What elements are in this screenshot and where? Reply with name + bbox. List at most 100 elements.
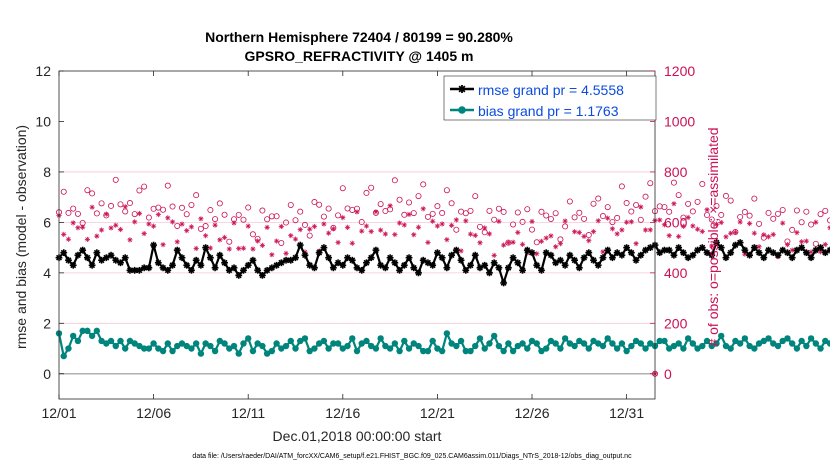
bias-point — [566, 340, 574, 347]
obs-possible-point — [741, 209, 748, 216]
bias-point — [628, 342, 635, 350]
obs-assimilated-point — [108, 225, 114, 231]
rmse-point — [481, 261, 489, 269]
obs-assimilated-point — [122, 204, 128, 210]
obs-assimilated-point — [406, 211, 412, 218]
obs-assimilated-point — [117, 226, 124, 233]
bias-point — [647, 340, 654, 347]
obs-assimilated-point — [624, 219, 630, 225]
bias-point — [472, 342, 479, 350]
bias-point — [774, 342, 782, 350]
rmse-point — [65, 256, 72, 264]
bias-point — [311, 345, 318, 352]
obs-assimilated-point — [751, 230, 757, 236]
obs-possible-point — [547, 215, 554, 222]
rmse-point — [197, 261, 205, 269]
obs-assimilated-point — [737, 219, 743, 225]
x-axis-label: Dec.01,2018 00:00:00 start — [273, 428, 442, 444]
obs-possible-point — [368, 184, 375, 191]
obs-possible-point — [117, 201, 124, 208]
rmse-point — [363, 259, 370, 267]
rmse-point — [235, 271, 243, 279]
rmse-point — [60, 249, 68, 257]
obs-assimilated-point — [496, 218, 502, 224]
obs-assimilated-point — [283, 250, 289, 257]
rmse-point — [107, 251, 115, 259]
bias-point — [339, 345, 347, 352]
rmse-point — [424, 259, 432, 267]
obs-assimilated-point — [713, 221, 720, 227]
obs-assimilated-point — [817, 249, 824, 255]
rmse-point — [637, 251, 645, 259]
y-tick-label-left: 0 — [43, 366, 51, 382]
obs-possible-point — [207, 207, 214, 214]
obs-possible-point — [448, 200, 455, 207]
bias-point — [708, 342, 715, 350]
obs-possible-point — [311, 199, 318, 206]
rmse-point — [798, 244, 806, 252]
obs-assimilated-point — [486, 231, 493, 237]
obs-assimilated-point — [685, 214, 691, 221]
obs-assimilated-point — [765, 234, 772, 240]
bias-point — [126, 337, 134, 345]
obs-assimilated-point — [321, 221, 327, 227]
rmse-point — [102, 254, 110, 262]
rmse-point — [367, 254, 375, 262]
obs-assimilated-point — [590, 228, 597, 235]
bias-point — [188, 345, 195, 352]
obs-possible-point — [514, 209, 521, 216]
rmse-point — [79, 246, 87, 254]
obs-possible-point — [552, 210, 559, 217]
rmse-point — [604, 246, 612, 254]
obs-assimilated-point — [396, 220, 403, 226]
obs-possible-point — [60, 188, 67, 195]
obs-assimilated-point — [538, 238, 545, 244]
bias-point — [131, 340, 138, 347]
obs-assimilated-point — [619, 227, 625, 233]
obs-assimilated-point — [250, 246, 256, 252]
obs-assimilated-point — [657, 217, 663, 223]
obs-possible-point — [793, 207, 800, 214]
rmse-point — [675, 244, 683, 252]
rmse-point — [230, 264, 238, 272]
obs-possible-point — [70, 205, 77, 212]
obs-possible-point — [216, 200, 223, 207]
obs-assimilated-point — [411, 232, 417, 238]
rmse-point — [457, 256, 465, 264]
obs-possible-point — [363, 189, 370, 196]
legend-marker-bias — [458, 106, 466, 114]
bias-point — [263, 350, 271, 357]
obs-possible-point — [746, 212, 753, 219]
obs-layer — [56, 176, 830, 377]
bias-point — [140, 345, 148, 352]
obs-assimilated-point — [349, 240, 355, 246]
obs-assimilated-point — [770, 231, 776, 238]
obs-possible-point — [609, 219, 616, 226]
bias-point — [547, 337, 555, 345]
obs-assimilated-point — [609, 226, 616, 232]
rmse-point — [495, 264, 503, 272]
bias-point — [84, 327, 91, 335]
obs-possible-point — [524, 206, 531, 213]
obs-possible-point — [226, 238, 233, 245]
obs-possible-point — [538, 208, 545, 215]
bias-point — [722, 342, 730, 350]
bias-point — [88, 332, 96, 340]
obs-possible-point — [718, 211, 725, 218]
bias-point — [103, 340, 110, 347]
rmse-point — [656, 249, 664, 257]
chart-title-line1: Northern Hemisphere 72404 / 80199 = 90.2… — [205, 29, 513, 45]
bias-point — [155, 345, 162, 352]
bias-point — [396, 347, 403, 355]
rmse-point — [419, 256, 427, 264]
obs-assimilated-point — [803, 238, 809, 244]
obs-possible-point — [765, 209, 772, 216]
obs-possible-point — [325, 205, 332, 212]
obs-assimilated-point — [98, 227, 105, 233]
rmse-point — [627, 249, 635, 257]
bias-point — [718, 332, 725, 340]
bias-point — [462, 347, 469, 355]
obs-assimilated-point — [363, 223, 370, 229]
obs-possible-point — [301, 221, 308, 228]
obs-assimilated-point — [562, 218, 568, 224]
